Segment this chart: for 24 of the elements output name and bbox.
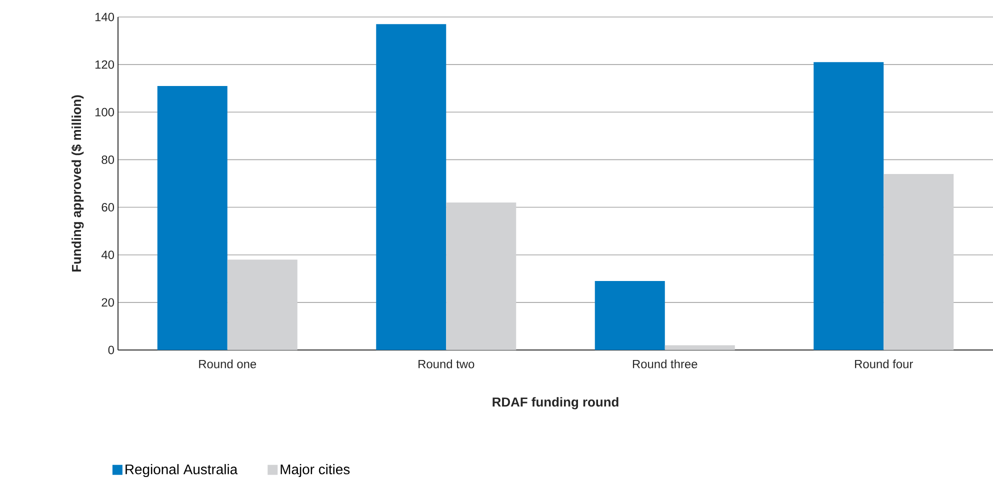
y-tick-label: 100 <box>95 108 114 116</box>
bar <box>157 86 228 350</box>
bar <box>814 62 884 350</box>
x-axis-title: RDAF funding round <box>492 397 618 410</box>
x-tick-label: Round four <box>855 360 913 368</box>
bar <box>446 202 516 350</box>
y-axis-title: Funding approved ($ million) <box>71 95 84 272</box>
y-tick-label: 0 <box>108 346 114 354</box>
x-tick-label: Round three <box>632 360 698 368</box>
y-tick-label: 20 <box>102 298 114 307</box>
legend-label: Regional Australia <box>126 464 238 478</box>
x-tick-label: Round one <box>199 360 256 368</box>
bar <box>227 260 298 350</box>
bar <box>376 24 446 350</box>
y-tick-label: 120 <box>95 60 114 69</box>
bar <box>884 174 954 350</box>
bar <box>664 345 735 350</box>
bar <box>594 281 665 350</box>
y-tick-label: 40 <box>101 250 114 260</box>
y-tick-label: 60 <box>102 203 114 212</box>
y-tick-label: 80 <box>102 155 114 164</box>
y-tick-label: 140 <box>95 12 114 22</box>
legend-label: Major cities <box>280 464 350 478</box>
x-tick-label: Round two <box>418 360 474 368</box>
